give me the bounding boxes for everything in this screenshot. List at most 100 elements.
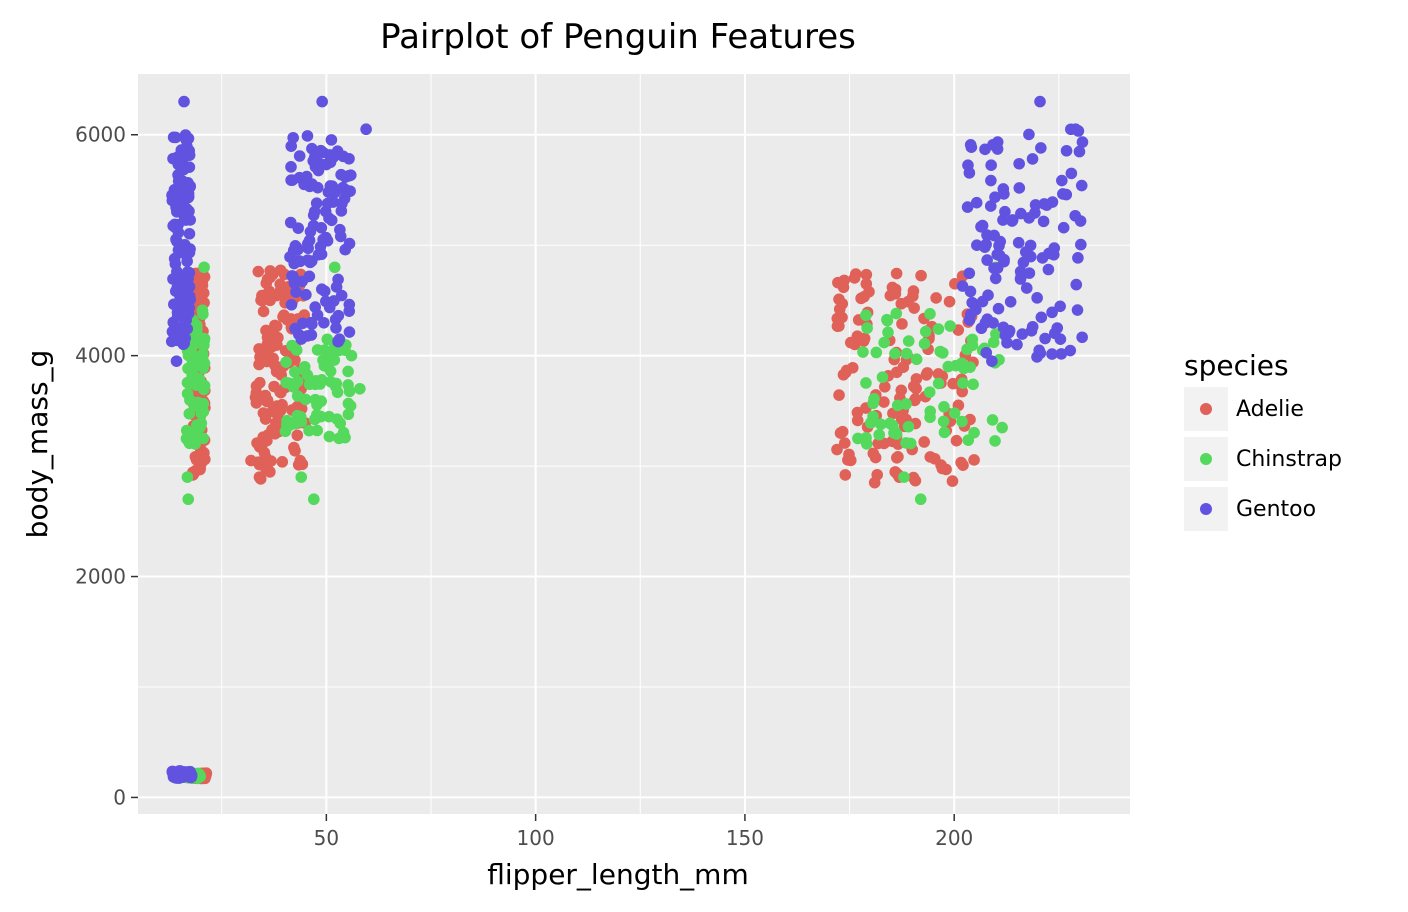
data-point <box>860 377 872 389</box>
y-tick-label: 6000 <box>75 123 126 147</box>
data-point <box>295 471 308 483</box>
data-point <box>323 430 336 443</box>
data-point <box>890 428 903 440</box>
data-point <box>882 326 894 339</box>
legend-key-dot <box>1200 503 1212 515</box>
data-point <box>993 249 1006 262</box>
data-point <box>315 221 328 234</box>
data-point <box>944 320 956 332</box>
legend-label: Chinstrap <box>1236 447 1342 472</box>
data-point <box>844 336 857 349</box>
data-point <box>868 393 880 405</box>
data-point <box>1064 344 1077 357</box>
data-point <box>309 393 322 406</box>
data-point <box>976 295 989 308</box>
data-point <box>283 419 296 432</box>
data-point <box>984 200 997 212</box>
data-point <box>311 309 324 321</box>
data-point <box>183 227 196 240</box>
data-point <box>276 456 289 468</box>
data-point <box>835 426 847 439</box>
data-point <box>986 355 998 367</box>
data-point <box>1039 332 1051 345</box>
data-point <box>950 434 963 447</box>
data-point <box>878 437 890 450</box>
data-point <box>923 386 936 398</box>
data-point <box>171 281 184 294</box>
data-point <box>989 191 1001 203</box>
data-point <box>860 268 873 281</box>
data-point <box>870 346 883 359</box>
data-point <box>1020 282 1033 294</box>
data-point <box>309 149 321 162</box>
data-point <box>902 335 915 347</box>
data-point <box>289 240 302 252</box>
data-point <box>904 437 917 450</box>
data-point <box>879 381 891 393</box>
data-point <box>1026 153 1039 165</box>
data-point <box>1046 196 1059 208</box>
data-point <box>956 415 968 428</box>
data-point <box>1003 324 1016 337</box>
data-point <box>1076 136 1089 148</box>
data-point <box>843 448 855 461</box>
data-point <box>169 131 182 144</box>
data-point <box>981 313 994 325</box>
data-point <box>294 454 307 467</box>
data-point <box>1055 348 1068 360</box>
legend-item-adelie: Adelie <box>1184 387 1304 431</box>
data-point <box>878 336 890 349</box>
data-point <box>884 417 896 430</box>
data-point <box>277 310 289 323</box>
data-point <box>1046 348 1058 360</box>
data-point <box>1025 325 1038 337</box>
data-point <box>1075 179 1088 192</box>
data-point <box>333 333 346 345</box>
data-point <box>1051 322 1064 334</box>
data-point <box>833 389 845 401</box>
data-point <box>895 297 908 310</box>
data-point <box>851 406 864 419</box>
data-point <box>300 288 312 301</box>
data-point <box>965 308 977 320</box>
data-point <box>332 309 345 322</box>
data-point <box>992 302 1005 315</box>
data-point <box>171 235 183 248</box>
data-point <box>285 140 298 152</box>
data-point <box>245 454 257 467</box>
data-point <box>981 229 993 241</box>
data-point <box>980 346 993 359</box>
x-tick-label: 150 <box>726 826 764 850</box>
data-point <box>1012 236 1025 249</box>
data-point <box>334 223 346 236</box>
data-point <box>989 272 1002 285</box>
data-point <box>857 346 869 358</box>
x-axis: 50 100 150 200 <box>314 814 973 850</box>
data-point <box>1034 95 1046 108</box>
data-point <box>285 298 298 311</box>
data-point <box>1069 123 1082 136</box>
data-point <box>1035 311 1048 324</box>
data-point <box>907 471 920 484</box>
data-point <box>301 369 314 381</box>
data-point <box>900 398 912 410</box>
data-point <box>191 323 203 336</box>
data-point <box>1016 328 1029 340</box>
data-point <box>979 241 991 254</box>
data-point <box>1065 167 1078 180</box>
data-point <box>291 409 304 422</box>
data-point <box>345 349 358 362</box>
y-tick-label: 0 <box>113 785 126 809</box>
data-points <box>165 95 1089 785</box>
data-point <box>303 234 316 247</box>
data-point <box>317 233 329 246</box>
data-point <box>964 139 977 151</box>
data-point <box>1056 174 1068 187</box>
data-point <box>189 464 202 477</box>
data-point <box>183 407 196 420</box>
data-point <box>831 443 843 456</box>
data-point <box>996 421 1008 434</box>
data-point <box>318 285 331 297</box>
data-point <box>180 299 192 312</box>
data-point <box>986 414 999 426</box>
